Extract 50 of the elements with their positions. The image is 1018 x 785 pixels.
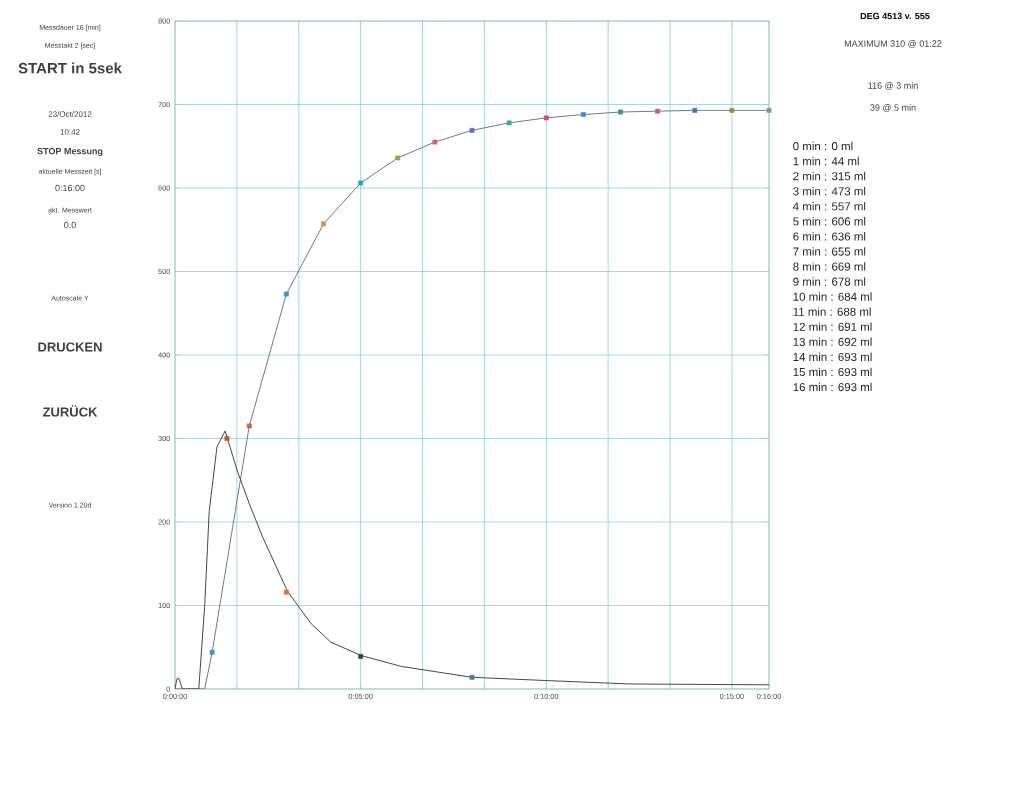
text: 7 min : 655 ml: [793, 247, 866, 256]
text: 6 min : 636 ml: [793, 232, 866, 241]
text: 0.0: [64, 221, 76, 229]
point: [321, 221, 326, 227]
text: MAXIMUM 310 @ 01:22: [844, 40, 942, 48]
point: [283, 589, 289, 595]
point: [469, 127, 475, 133]
text: DEG 4513 v. 555: [860, 12, 930, 20]
point: [358, 654, 364, 659]
point: [395, 155, 401, 161]
text: 16 min : 693 ml: [793, 382, 872, 392]
text: 39 @ 5 min: [870, 104, 916, 112]
point: [580, 112, 586, 117]
point: [432, 139, 438, 145]
text: 15 min : 693 ml: [793, 367, 872, 377]
text: 13 min : 692 ml: [793, 337, 872, 346]
text: 2 min : 315 ml: [793, 171, 866, 181]
point: [283, 291, 289, 297]
point: [358, 180, 364, 186]
point: [506, 120, 512, 126]
text: 14 min : 693 ml: [793, 352, 872, 362]
text: STOP Messung: [37, 147, 103, 157]
text: 10 min : 684 ml: [793, 292, 872, 301]
point: [543, 115, 549, 121]
text: 0:16:00: [55, 184, 85, 192]
text: ZURÜCK: [42, 405, 98, 417]
text: 12 min : 691 ml: [793, 322, 872, 331]
point: [469, 674, 475, 680]
text: 4 min : 557 ml: [792, 201, 866, 211]
text: 9 min : 678 ml: [793, 277, 866, 286]
text: 10:42: [60, 129, 80, 135]
point: [224, 436, 230, 441]
point: [618, 109, 623, 115]
text: 11 min : 688 ml: [793, 307, 871, 316]
text: 8 min : 669 ml: [793, 262, 866, 271]
text: START in 5sek: [18, 62, 122, 74]
text: 5 min : 606 ml: [793, 217, 866, 226]
point: [655, 108, 661, 114]
point: [246, 423, 252, 429]
text: 3 min : 473 ml: [793, 186, 866, 196]
point: [692, 107, 698, 113]
line-series: [175, 430, 769, 689]
text: 23/Oct/2012: [48, 111, 92, 117]
text: 1 min : 44 ml: [793, 156, 859, 166]
text: 116 @ 3 min: [868, 82, 918, 90]
text: DRUCKEN: [38, 342, 102, 352]
text: 0 min : 0 ml: [793, 141, 853, 151]
point: [766, 107, 772, 113]
point: [729, 107, 735, 113]
point: [209, 649, 215, 655]
